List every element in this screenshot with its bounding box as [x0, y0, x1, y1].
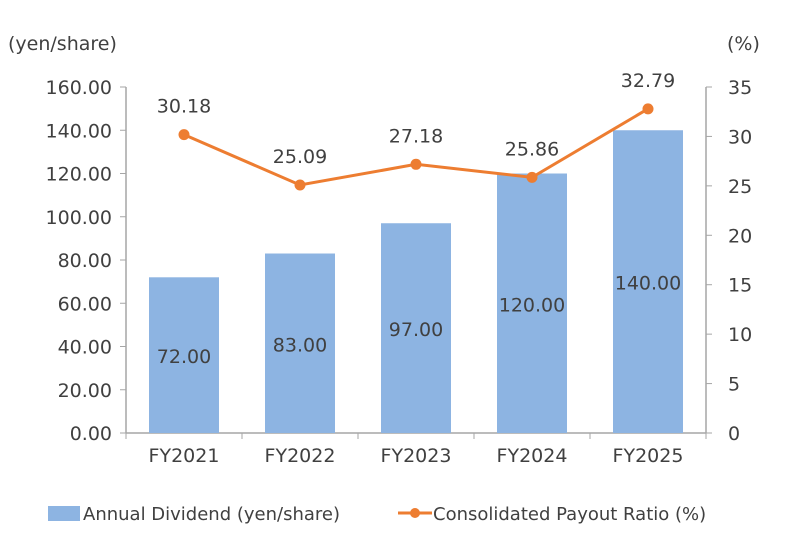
- bar-data-label: 120.00: [499, 294, 565, 316]
- bar-data-label: 97.00: [389, 319, 443, 341]
- bar-data-label: 140.00: [615, 273, 681, 295]
- x-tick-label: FY2025: [613, 445, 684, 467]
- x-tick-label: FY2024: [497, 445, 568, 467]
- legend: Annual Dividend (yen/share) Consolidated…: [48, 504, 706, 525]
- right-tick-label: 30: [728, 126, 752, 148]
- bar: [381, 223, 451, 433]
- left-tick-label: 0.00: [70, 423, 112, 445]
- line-data-label: 27.18: [389, 125, 443, 147]
- line-point: [178, 129, 190, 141]
- line-point: [294, 179, 306, 191]
- left-tick-label: 40.00: [58, 337, 112, 359]
- line-data-label: 25.09: [273, 146, 327, 168]
- legend-line-label: Consolidated Payout Ratio (%): [433, 504, 706, 525]
- legend-bar-swatch: [48, 506, 80, 521]
- x-tick-label: FY2021: [149, 445, 220, 467]
- line-point: [642, 103, 654, 115]
- bar: [613, 130, 683, 433]
- line-point: [410, 158, 422, 170]
- left-tick-label: 80.00: [58, 250, 112, 272]
- right-axis-label: (%): [727, 33, 760, 55]
- right-tick-label: 20: [728, 225, 752, 247]
- line-point: [526, 171, 538, 183]
- left-axis-label: (yen/share): [8, 33, 117, 55]
- right-tick-label: 0: [728, 423, 740, 445]
- x-tick-label: FY2022: [265, 445, 336, 467]
- right-tick-label: 25: [728, 176, 752, 198]
- right-tick-label: 35: [728, 77, 752, 99]
- bar: [497, 173, 567, 433]
- left-tick-label: 140.00: [46, 120, 112, 142]
- right-tick-label: 15: [728, 275, 752, 297]
- bar-data-label: 83.00: [273, 334, 327, 356]
- left-tick-label: 160.00: [46, 77, 112, 99]
- x-tick-label: FY2023: [381, 445, 452, 467]
- left-tick-label: 60.00: [58, 293, 112, 315]
- legend-bar-label: Annual Dividend (yen/share): [83, 504, 340, 525]
- bar: [149, 277, 219, 433]
- line-data-label: 25.86: [505, 138, 559, 160]
- bar-data-label: 72.00: [157, 346, 211, 368]
- right-tick-label: 5: [728, 374, 740, 396]
- left-tick-label: 120.00: [46, 164, 112, 186]
- line-data-label: 30.18: [157, 96, 211, 118]
- legend-line-marker: [410, 508, 420, 518]
- right-tick-label: 10: [728, 324, 752, 346]
- left-tick-label: 20.00: [58, 380, 112, 402]
- bar: [265, 253, 335, 433]
- left-tick-label: 100.00: [46, 207, 112, 229]
- line-data-label: 32.79: [621, 70, 675, 92]
